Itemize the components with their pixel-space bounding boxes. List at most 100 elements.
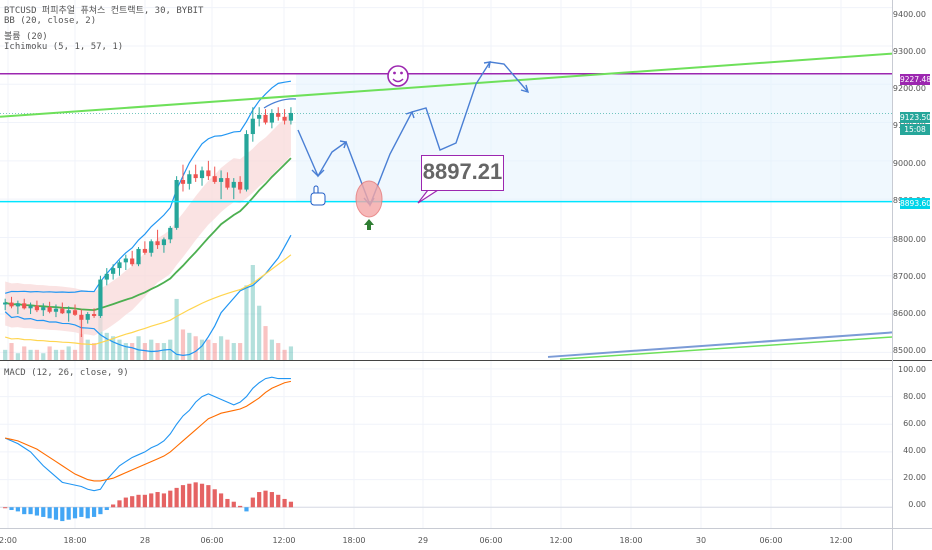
- smiley-face: [387, 65, 409, 87]
- time-axis-label: 12:00: [829, 536, 853, 545]
- macd-axis-label: 40.00: [903, 446, 926, 455]
- macd-histogram-bar: [15, 507, 20, 512]
- volume-bar: [263, 326, 268, 360]
- time-axis-label: 29: [417, 536, 429, 545]
- cyan-line-price-tag: 8893.60: [900, 198, 932, 209]
- macd-histogram-bar: [60, 507, 65, 522]
- purple-line-price-tag: 9227.48: [900, 74, 932, 85]
- candle-body: [225, 178, 230, 188]
- volume-bar: [117, 339, 122, 360]
- volume-bar: [149, 339, 154, 360]
- time-axis-label: 18:00: [63, 536, 87, 545]
- volume-bar: [288, 346, 294, 360]
- candle-body: [282, 116, 287, 121]
- volume-bar: [199, 339, 205, 360]
- blue-channel-line: [547, 331, 893, 358]
- volume-bar: [34, 349, 40, 360]
- volume-bar: [9, 343, 14, 360]
- macd-histogram-bar: [276, 494, 281, 508]
- macd-histogram-bar: [22, 507, 27, 515]
- smiley-icon: [387, 65, 409, 87]
- time-axis-label: 30: [695, 536, 707, 545]
- candle-body: [79, 314, 84, 320]
- macd-histogram-bar: [72, 507, 78, 519]
- up-arrow-icon: [364, 219, 374, 230]
- macd-histogram-bar: [34, 507, 40, 516]
- macd-histogram-bar: [142, 494, 147, 508]
- volume-bar: [218, 336, 224, 360]
- candle-body: [111, 268, 116, 274]
- macd-histogram-bar: [85, 507, 90, 519]
- chart-title-legend: BTCUSD 퍼피추얼 퓨쳐스 컨트랙트, 30, BYBIT: [4, 6, 204, 16]
- macd-histogram-bar: [9, 507, 14, 511]
- volume-bar: [187, 332, 192, 360]
- macd-histogram-bar: [3, 507, 8, 509]
- macd-histogram-bar: [155, 492, 160, 508]
- volume-bar: [238, 343, 243, 360]
- arrowhead: [483, 61, 491, 69]
- volume-bar: [111, 336, 116, 360]
- price-axis-label: 8800.00: [892, 235, 926, 244]
- candle-body: [136, 248, 141, 265]
- macd-histogram-bar: [104, 507, 109, 511]
- volume-bar: [193, 336, 198, 360]
- macd-histogram-bar: [238, 505, 243, 508]
- price-axis-label: 8600.00: [892, 309, 926, 318]
- volume-bar: [15, 353, 20, 360]
- macd-histogram-bar: [187, 483, 192, 508]
- candle-body: [238, 181, 243, 190]
- macd-axis-label: 0.00: [908, 500, 926, 509]
- volume-bar: [60, 349, 65, 360]
- time-axis-label: 12:00: [272, 536, 296, 545]
- time-axis-label: 2:00: [0, 536, 17, 545]
- macd-histogram-bar: [193, 482, 198, 508]
- slow-ma-line: [5, 254, 292, 346]
- time-axis-label: 06:00: [200, 536, 224, 545]
- volume-bar: [79, 319, 84, 360]
- volume-bar: [174, 298, 179, 360]
- volume-bar: [53, 349, 59, 360]
- volume-bar: [250, 265, 255, 360]
- price-axis-label: 8700.00: [892, 272, 926, 281]
- macd-histogram-bar: [218, 493, 224, 508]
- candle-body: [72, 310, 78, 315]
- candle-body: [85, 314, 90, 320]
- bb-legend[interactable]: BB (20, close, 2): [4, 16, 97, 26]
- projection-zone: [296, 73, 892, 202]
- macd-histogram-bar: [250, 497, 255, 508]
- smiley-eye: [393, 71, 396, 75]
- price-axis-label: 9200.00: [892, 84, 926, 93]
- price-axis-label: 9300.00: [892, 47, 926, 56]
- macd-axis-label: 100.00: [898, 365, 926, 374]
- candle-body: [155, 241, 160, 246]
- pointing-hand-icon: [310, 185, 326, 206]
- macd-legend[interactable]: MACD (12, 26, close, 9): [4, 368, 129, 378]
- candle-body: [250, 118, 255, 135]
- macd-histogram-bar: [180, 485, 186, 508]
- candle-body: [244, 134, 249, 190]
- candle-body: [193, 174, 198, 179]
- macd-axis-label: 20.00: [903, 473, 926, 482]
- candle-body: [34, 305, 40, 311]
- candle-body: [168, 227, 173, 240]
- macd-line: [4, 376, 291, 492]
- candle-body: [91, 314, 97, 316]
- macd-histogram-bar: [225, 498, 230, 508]
- macd-histogram-bar: [174, 487, 179, 508]
- candle-body: [53, 308, 59, 312]
- volume-legend[interactable]: 볼륨 (20): [4, 32, 48, 42]
- bb-basis-line: [4, 157, 292, 312]
- current-price-tag: 9123.50: [900, 112, 932, 123]
- candle-body: [123, 258, 128, 263]
- price-callout-label[interactable]: 8897.21: [421, 155, 504, 191]
- candle-body: [180, 180, 186, 184]
- ichimoku-legend[interactable]: Ichimoku (5, 1, 57, 1): [4, 42, 124, 52]
- macd-histogram-bar: [111, 504, 116, 508]
- candle-body: [276, 112, 281, 117]
- volume-bar: [3, 349, 8, 360]
- volume-bar: [66, 346, 71, 360]
- macd-histogram-bar: [257, 492, 262, 508]
- macd-histogram-bar: [244, 507, 249, 512]
